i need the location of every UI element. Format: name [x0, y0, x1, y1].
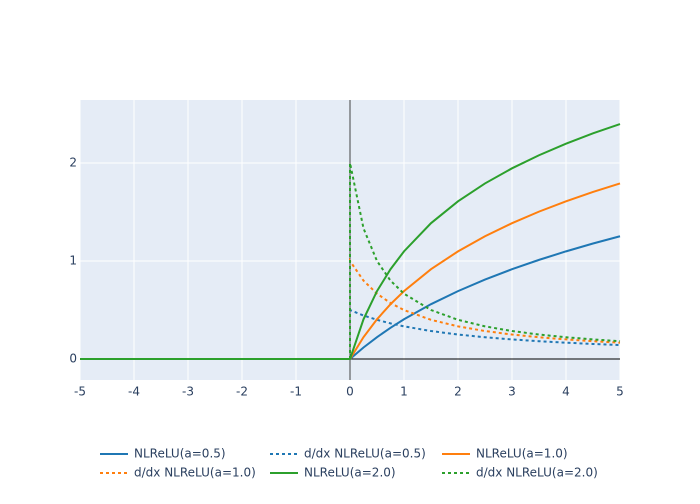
y-tick-label: 1 [69, 254, 77, 268]
legend-label: NLReLU(a=2.0) [304, 466, 396, 480]
legend-label: NLReLU(a=0.5) [134, 447, 226, 461]
x-tick-label: 0 [346, 385, 354, 399]
x-tick-label: -2 [236, 385, 248, 399]
legend-label: d/dx NLReLU(a=0.5) [304, 447, 426, 461]
line-series [80, 162, 621, 361]
x-tick-label: 1 [400, 385, 408, 399]
line-series [80, 308, 621, 361]
legend-label: NLReLU(a=1.0) [476, 447, 568, 461]
x-tick-label: -3 [182, 385, 194, 399]
line-series [80, 182, 621, 361]
line-series [80, 123, 621, 361]
legend-label: d/dx NLReLU(a=1.0) [134, 466, 256, 480]
y-tick-label: 2 [69, 156, 77, 170]
x-tick-label: -1 [290, 385, 302, 399]
x-tick-label: 3 [508, 385, 516, 399]
x-tick-label: 2 [454, 385, 462, 399]
x-tick-label: 4 [562, 385, 570, 399]
line-series [80, 235, 621, 361]
x-tick-label: -4 [128, 385, 140, 399]
legend-label: d/dx NLReLU(a=2.0) [476, 466, 598, 480]
y-tick-label: 0 [69, 352, 77, 366]
x-tick-label: 5 [616, 385, 624, 399]
x-tick-label: -5 [74, 385, 86, 399]
line-series [80, 257, 621, 361]
